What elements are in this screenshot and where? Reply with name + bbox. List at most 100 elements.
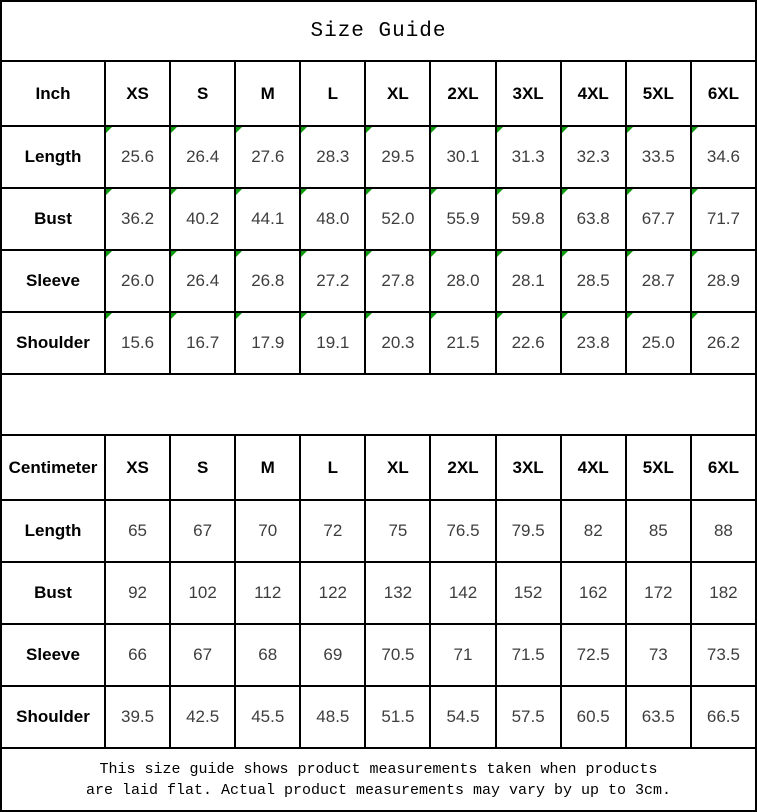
value-cell: 19.1 — [299, 311, 367, 375]
green-corner-triangle-icon — [172, 190, 178, 195]
green-corner-triangle-icon — [432, 128, 438, 133]
value-cell: 21.5 — [429, 311, 497, 375]
green-corner-triangle-icon — [107, 190, 112, 195]
value-cell: 172 — [624, 561, 692, 625]
value-cell: 30.1 — [429, 125, 497, 189]
value-cell: 69 — [299, 623, 367, 687]
inch-row-bust: Bust 36.2 40.2 44.1 48.0 52.0 55.9 59.8 63.8 67.7… — [0, 187, 757, 251]
row-label: Shoulder — [0, 311, 106, 375]
green-corner-triangle-icon — [692, 190, 698, 195]
green-corner-triangle-icon — [367, 314, 373, 319]
value-cell: 27.8 — [364, 249, 432, 313]
value-cell: 67 — [169, 623, 237, 687]
green-corner-triangle-icon — [692, 252, 698, 257]
value-cell: 76.5 — [429, 499, 497, 563]
green-corner-triangle-icon — [562, 190, 568, 195]
size-header-4xl: 4XL — [559, 60, 627, 127]
green-corner-triangle-icon — [692, 128, 698, 133]
value-cell: 70 — [234, 499, 302, 563]
inch-row-shoulder: Shoulder 15.6 16.7 17.9 19.1 20.3 21.5 22.6 23.8… — [0, 311, 757, 375]
value-cell: 48.5 — [299, 685, 367, 749]
value-cell: 25.0 — [624, 311, 692, 375]
green-corner-triangle-icon — [302, 314, 308, 319]
spacer-cell — [0, 373, 757, 436]
value-cell: 73 — [624, 623, 692, 687]
inch-header-row: Inch XS S M L XL 2XL 3XL 4XL 5XL 6XL — [0, 60, 757, 127]
green-corner-triangle-icon — [302, 252, 308, 257]
value-cell: 36.2 — [103, 187, 172, 251]
value-cell: 70.5 — [364, 623, 432, 687]
green-corner-triangle-icon — [107, 314, 112, 319]
value-cell: 17.9 — [234, 311, 302, 375]
value-cell: 66 — [103, 623, 172, 687]
spacer-section — [0, 373, 757, 436]
size-header-6xl: 6XL — [689, 60, 757, 127]
inch-row-length: Length 25.6 26.4 27.6 28.3 29.5 30.1 31.3 32.3 33… — [0, 125, 757, 189]
row-label: Length — [0, 125, 106, 189]
green-corner-triangle-icon — [367, 128, 373, 133]
value-cell: 73.5 — [689, 623, 757, 687]
value-cell: 22.6 — [494, 311, 562, 375]
green-corner-triangle-icon — [562, 128, 568, 133]
value-cell: 28.0 — [429, 249, 497, 313]
green-corner-triangle-icon — [172, 252, 178, 257]
footer-row: This size guide shows product measuremen… — [0, 747, 757, 812]
value-cell: 142 — [429, 561, 497, 625]
footer-section: This size guide shows product measuremen… — [0, 747, 757, 812]
green-corner-triangle-icon — [237, 314, 243, 319]
value-cell: 20.3 — [364, 311, 432, 375]
green-corner-triangle-icon — [237, 190, 243, 195]
size-header-xs: XS — [103, 60, 172, 127]
value-cell: 66.5 — [689, 685, 757, 749]
green-corner-triangle-icon — [107, 252, 112, 257]
value-cell: 26.4 — [169, 249, 237, 313]
value-cell: 51.5 — [364, 685, 432, 749]
green-corner-triangle-icon — [432, 190, 438, 195]
cm-header-row: Centimeter XS S M L XL 2XL 3XL 4XL 5XL 6XL — [0, 434, 757, 501]
green-corner-triangle-icon — [432, 252, 438, 257]
value-cell: 63.5 — [624, 685, 692, 749]
value-cell: 31.3 — [494, 125, 562, 189]
green-corner-triangle-icon — [237, 128, 243, 133]
row-label: Shoulder — [0, 685, 106, 749]
value-cell: 16.7 — [169, 311, 237, 375]
size-header-m: M — [234, 60, 302, 127]
value-cell: 26.0 — [103, 249, 172, 313]
footer-note: This size guide shows product measuremen… — [0, 747, 757, 812]
green-corner-triangle-icon — [497, 128, 503, 133]
value-cell: 122 — [299, 561, 367, 625]
value-cell: 92 — [103, 561, 172, 625]
green-corner-triangle-icon — [302, 190, 308, 195]
green-corner-triangle-icon — [627, 128, 633, 133]
inch-unit-header: Inch — [0, 60, 106, 127]
footer-note-line2: are laid flat. Actual product measuremen… — [85, 781, 672, 799]
size-header-2xl: 2XL — [429, 60, 497, 127]
value-cell: 63.8 — [559, 187, 627, 251]
value-cell: 85 — [624, 499, 692, 563]
green-corner-triangle-icon — [627, 190, 633, 195]
green-corner-triangle-icon — [367, 190, 373, 195]
green-corner-triangle-icon — [367, 252, 373, 257]
value-cell: 27.2 — [299, 249, 367, 313]
size-header-s: S — [169, 60, 237, 127]
size-header-2xl: 2XL — [429, 434, 497, 501]
value-cell: 28.5 — [559, 249, 627, 313]
green-corner-triangle-icon — [627, 314, 633, 319]
value-cell: 48.0 — [299, 187, 367, 251]
value-cell: 67.7 — [624, 187, 692, 251]
value-cell: 28.7 — [624, 249, 692, 313]
value-cell: 26.2 — [689, 311, 757, 375]
size-header-4xl: 4XL — [559, 434, 627, 501]
green-corner-triangle-icon — [627, 252, 633, 257]
value-cell: 29.5 — [364, 125, 432, 189]
row-label: Sleeve — [0, 623, 106, 687]
value-cell: 15.6 — [103, 311, 172, 375]
size-header-xl: XL — [364, 60, 432, 127]
value-cell: 152 — [494, 561, 562, 625]
value-cell: 28.1 — [494, 249, 562, 313]
value-cell: 57.5 — [494, 685, 562, 749]
size-header-l: L — [299, 434, 367, 501]
inch-row-sleeve: Sleeve 26.0 26.4 26.8 27.2 27.8 28.0 28.1 28.5 28… — [0, 249, 757, 313]
